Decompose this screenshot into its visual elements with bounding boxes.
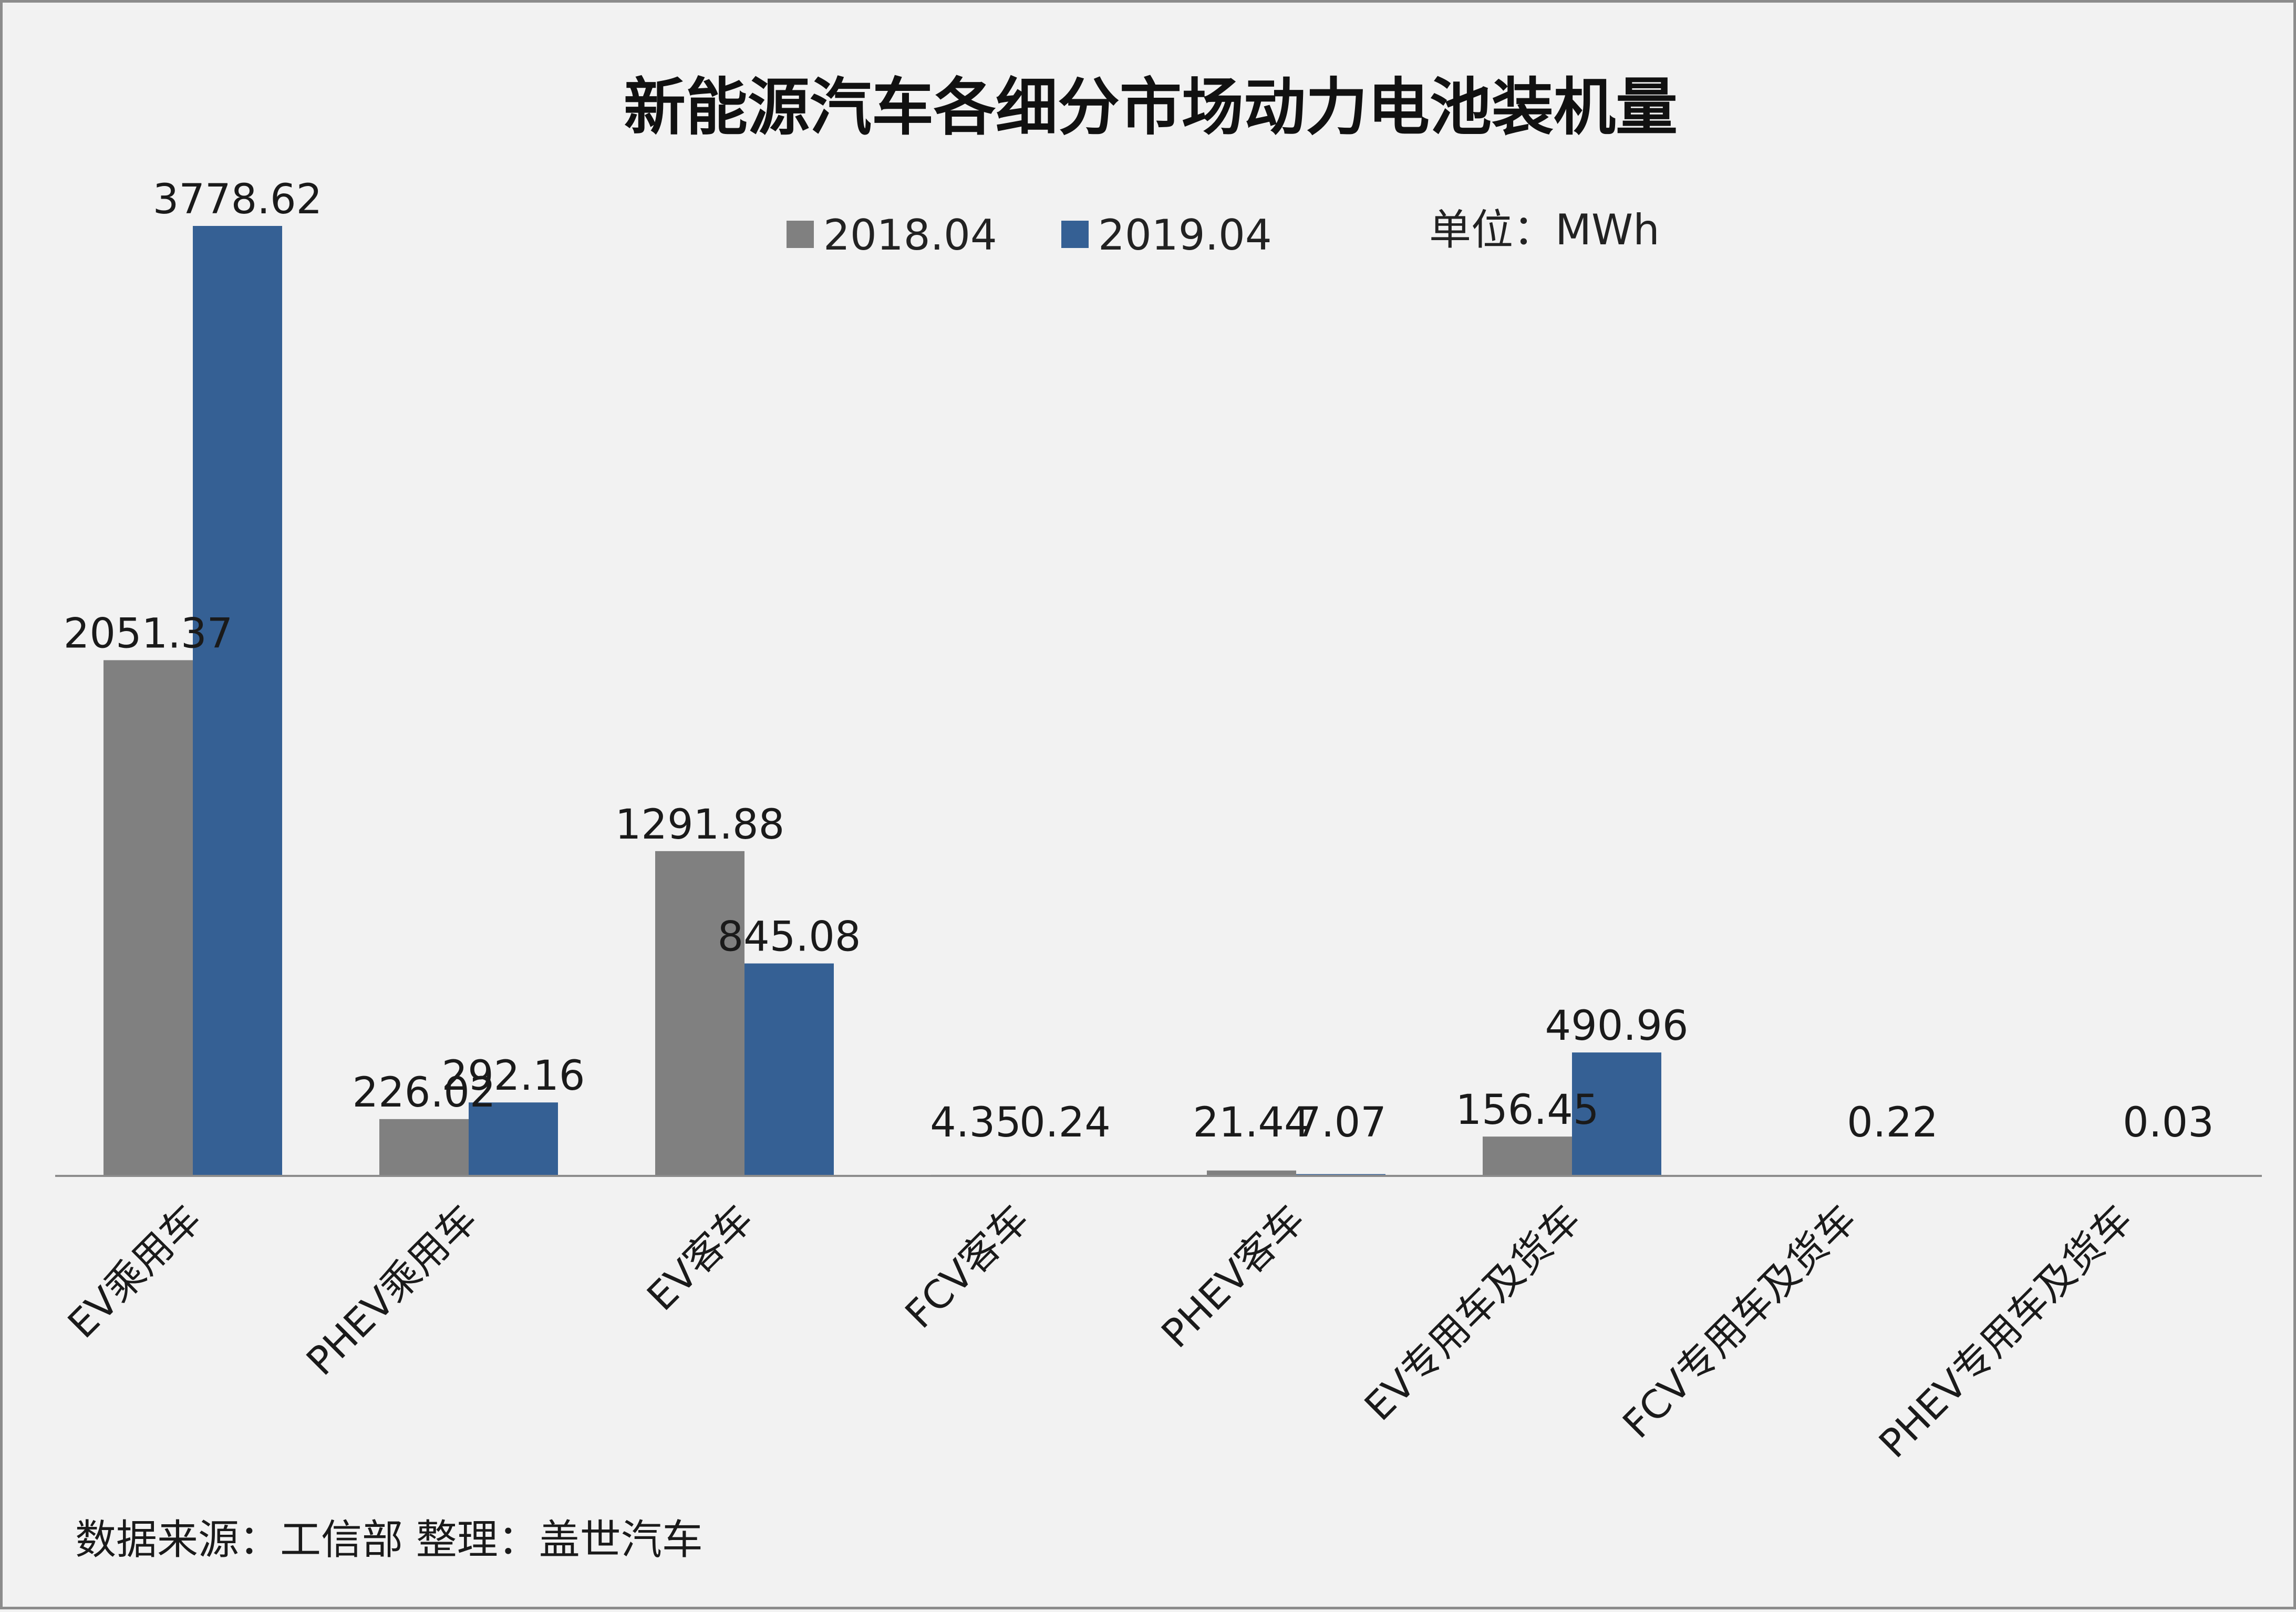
category-label-7: PHEV专用车及货车 <box>1870 1196 2141 1467</box>
bar-2019-2 <box>744 964 834 1176</box>
category-label-0: EV乘用车 <box>59 1196 210 1347</box>
bar-2018-0 <box>104 660 193 1176</box>
bar-2018-5 <box>1483 1136 1572 1176</box>
data-source-note: 数据来源：工信部 整理：盖世汽车 <box>75 1516 703 1564</box>
category-label-4: PHEV客车 <box>1153 1196 1314 1357</box>
legend: 2018.04 2019.04 <box>787 211 1272 260</box>
category-label-5: EV专用车及货车 <box>1356 1196 1589 1430</box>
data-label-2019-4: 7.07 <box>1295 1099 1387 1146</box>
bar-2018-1 <box>379 1119 469 1176</box>
data-label-2018-0: 2051.37 <box>64 610 233 657</box>
data-label-2018-3: 4.35 <box>930 1099 1021 1146</box>
value-labels-group: 2051.373778.62226.02292.161291.88845.084… <box>64 176 2214 1146</box>
category-label-1: PHEV乘用车 <box>298 1196 486 1384</box>
data-label-2019-6: 0.22 <box>1847 1099 1938 1146</box>
data-label-2018-2: 1291.88 <box>615 801 785 849</box>
data-label-2019-7: 0.03 <box>2123 1099 2214 1146</box>
data-label-2019-2: 845.08 <box>718 914 861 961</box>
legend-swatch-2018 <box>787 221 814 248</box>
data-label-2019-3: 0.24 <box>1019 1099 1111 1146</box>
data-label-2018-5: 156.45 <box>1456 1087 1599 1134</box>
data-label-2019-5: 490.96 <box>1545 1003 1689 1050</box>
bar-chart: 新能源汽车各细分市场动力电池装机量 2018.04 2019.04 单位：MWh… <box>3 3 2296 1612</box>
legend-label-2019: 2019.04 <box>1098 211 1272 260</box>
data-label-2019-1: 292.16 <box>442 1052 585 1100</box>
bar-2019-0 <box>193 226 282 1176</box>
bars-group <box>104 226 2213 1176</box>
chart-title: 新能源汽车各细分市场动力电池装机量 <box>624 71 1678 143</box>
legend-label-2018: 2018.04 <box>823 211 997 260</box>
bar-2018-2 <box>655 851 744 1176</box>
data-label-2018-4: 21.44 <box>1193 1099 1310 1146</box>
unit-label: 单位：MWh <box>1429 205 1660 254</box>
category-label-6: FCV专用车及货车 <box>1615 1196 1865 1447</box>
category-label-2: EV客车 <box>638 1196 761 1319</box>
data-label-2019-0: 3778.62 <box>153 176 323 223</box>
legend-swatch-2019 <box>1061 221 1089 248</box>
category-label-3: FCV客车 <box>897 1196 1038 1337</box>
